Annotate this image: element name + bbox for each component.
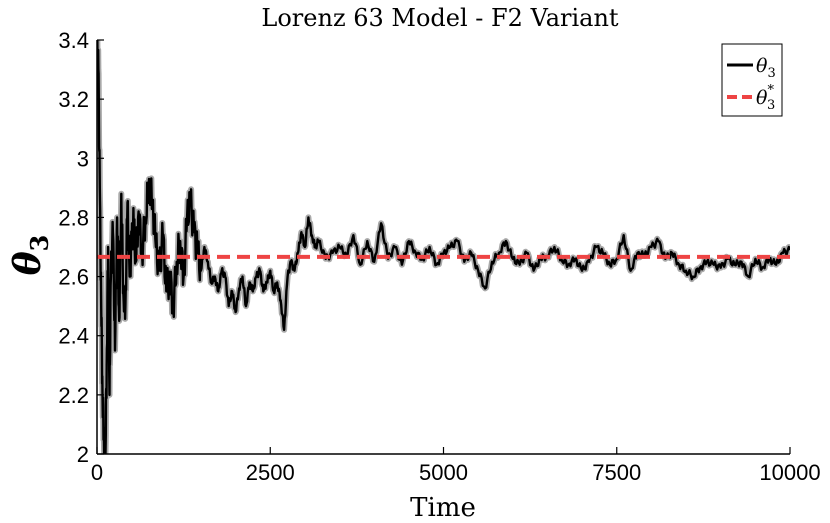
x-tick-label: 5000 (419, 460, 468, 485)
y-axis-label: θ3 (7, 235, 54, 276)
y-tick-label: 2.6 (58, 265, 89, 290)
x-tick-label: 0 (91, 460, 103, 485)
series-group (97, 40, 790, 454)
legend: θ3 θ* 3 (721, 43, 783, 117)
chart-title: Lorenz 63 Model - F2 Variant (261, 4, 618, 32)
y-tick-label: 3.2 (58, 87, 89, 112)
ticks: 0 2500 5000 7500 10000 2 2.2 2.4 2.6 2.8 3 3.2 3.4 (58, 28, 820, 485)
y-axis-label-subscript: 3 (25, 235, 54, 252)
x-tick-label: 2500 (246, 460, 295, 485)
svg-text:θ3: θ3 (7, 235, 54, 276)
x-axis-label: Time (410, 493, 476, 523)
x-tick-label: 10000 (759, 460, 820, 485)
series-theta3-band (97, 40, 790, 454)
y-tick-label: 2.4 (58, 324, 89, 349)
legend-label-theta3: θ3 (756, 55, 776, 81)
y-tick-label: 3.4 (58, 28, 89, 53)
x-tick-label: 7500 (592, 460, 641, 485)
y-tick-label: 2.8 (58, 205, 89, 230)
y-axis-label-symbol: θ (7, 251, 49, 275)
plot-area (97, 40, 790, 454)
y-tick-label: 2 (77, 442, 89, 467)
y-tick-label: 3 (77, 146, 89, 171)
legend-box (721, 43, 783, 117)
legend-label-theta3-star: θ* 3 (756, 83, 775, 113)
y-tick-label: 2.2 (58, 383, 89, 408)
